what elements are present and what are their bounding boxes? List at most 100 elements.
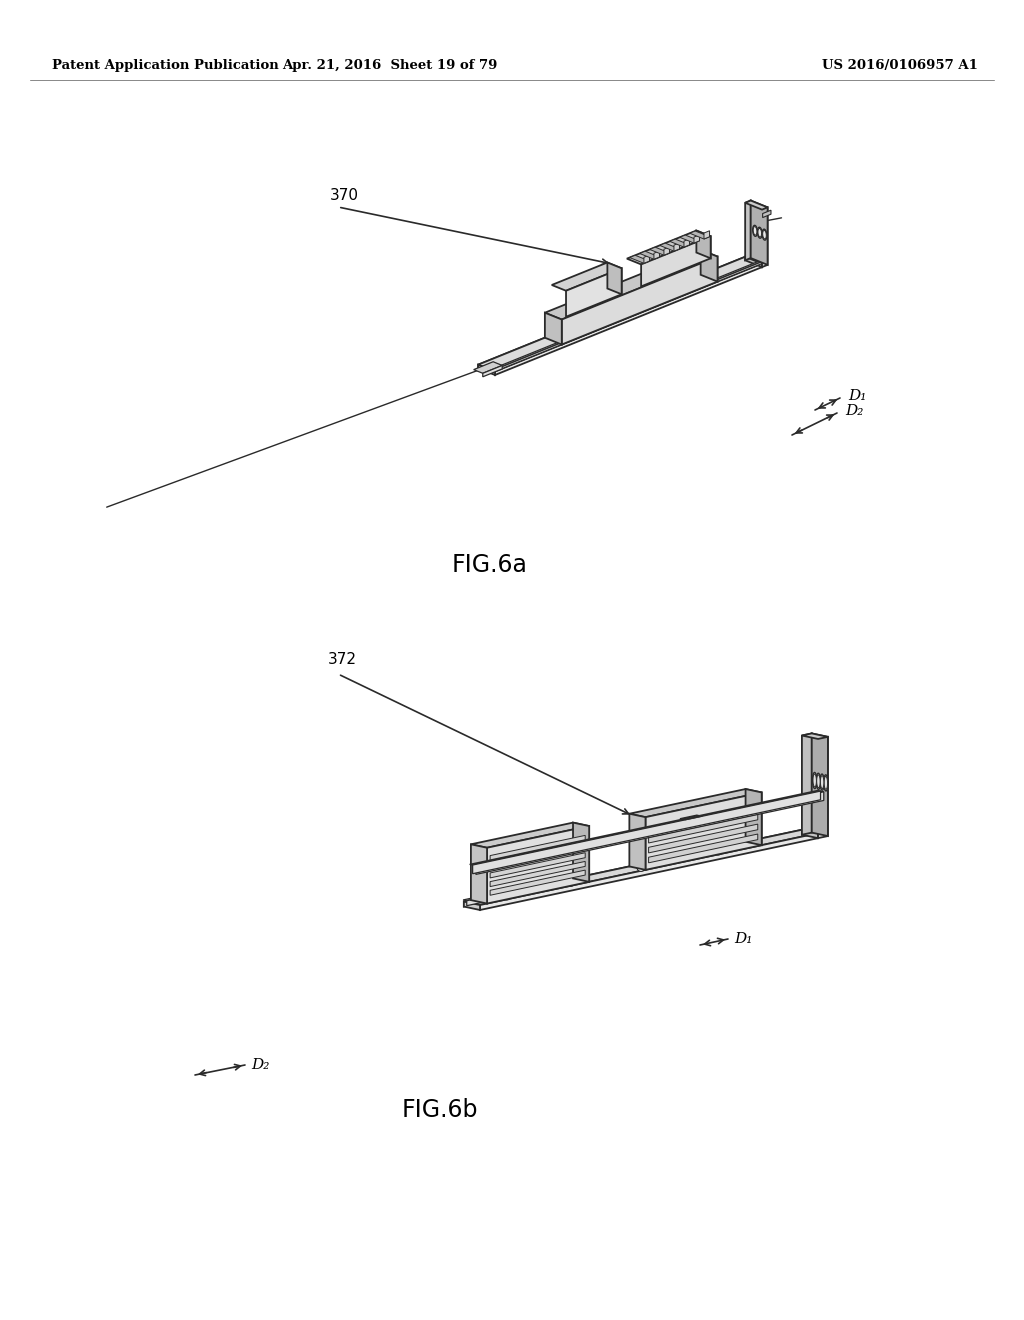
Polygon shape [812, 734, 828, 836]
Polygon shape [552, 263, 622, 290]
Polygon shape [816, 774, 820, 789]
Text: Patent Application Publication: Patent Application Publication [52, 58, 279, 71]
Polygon shape [495, 264, 762, 375]
Polygon shape [763, 231, 766, 239]
Polygon shape [490, 836, 585, 861]
Polygon shape [490, 853, 585, 878]
Polygon shape [649, 247, 670, 255]
Polygon shape [751, 201, 768, 265]
Polygon shape [813, 774, 816, 787]
Polygon shape [501, 260, 765, 370]
Polygon shape [762, 230, 767, 240]
Polygon shape [562, 256, 718, 345]
Polygon shape [490, 862, 585, 887]
Polygon shape [640, 251, 659, 259]
Polygon shape [802, 734, 812, 834]
Polygon shape [473, 791, 823, 866]
Polygon shape [648, 834, 758, 863]
Polygon shape [696, 231, 711, 259]
Polygon shape [478, 257, 762, 371]
Polygon shape [478, 886, 492, 899]
Polygon shape [630, 255, 649, 263]
Polygon shape [817, 775, 820, 788]
Polygon shape [694, 235, 699, 243]
Circle shape [503, 892, 511, 900]
Polygon shape [648, 814, 758, 843]
Polygon shape [490, 870, 585, 895]
Polygon shape [463, 876, 575, 900]
Polygon shape [690, 231, 710, 239]
Text: D₁: D₁ [734, 932, 753, 946]
Polygon shape [648, 804, 758, 833]
Polygon shape [664, 247, 670, 255]
Polygon shape [573, 822, 589, 882]
Polygon shape [700, 249, 718, 281]
Polygon shape [754, 227, 757, 235]
Polygon shape [480, 833, 818, 909]
Text: Apr. 21, 2016  Sheet 19 of 79: Apr. 21, 2016 Sheet 19 of 79 [283, 58, 498, 71]
Polygon shape [745, 201, 751, 260]
Polygon shape [674, 243, 680, 251]
Polygon shape [644, 255, 649, 263]
Polygon shape [478, 364, 495, 375]
Polygon shape [490, 843, 585, 870]
Polygon shape [763, 210, 771, 218]
Polygon shape [464, 830, 818, 906]
Polygon shape [476, 792, 823, 874]
Polygon shape [745, 789, 762, 845]
Polygon shape [627, 231, 711, 264]
Text: FIG.6b: FIG.6b [401, 1098, 478, 1122]
Polygon shape [824, 776, 827, 789]
Polygon shape [762, 207, 768, 267]
Polygon shape [630, 813, 645, 870]
Polygon shape [607, 263, 622, 294]
Circle shape [715, 847, 722, 855]
Polygon shape [566, 268, 622, 317]
Polygon shape [670, 239, 689, 247]
Circle shape [566, 878, 574, 886]
Polygon shape [545, 249, 718, 319]
Polygon shape [683, 816, 702, 820]
Polygon shape [823, 775, 828, 791]
Polygon shape [703, 231, 710, 239]
Polygon shape [471, 845, 487, 904]
Polygon shape [641, 236, 711, 286]
Polygon shape [648, 824, 758, 853]
Polygon shape [549, 871, 562, 883]
Polygon shape [487, 826, 589, 904]
Polygon shape [820, 776, 824, 788]
Polygon shape [758, 228, 762, 238]
Polygon shape [482, 366, 502, 376]
Polygon shape [758, 227, 762, 238]
Polygon shape [745, 201, 768, 210]
Text: D₂: D₂ [845, 404, 863, 418]
Polygon shape [473, 791, 820, 874]
Text: D₂: D₂ [251, 1059, 269, 1072]
Polygon shape [680, 814, 699, 820]
Polygon shape [820, 774, 824, 791]
Polygon shape [680, 235, 699, 243]
Polygon shape [753, 226, 758, 236]
Polygon shape [645, 792, 762, 870]
Polygon shape [745, 257, 762, 267]
Polygon shape [471, 822, 589, 847]
Polygon shape [818, 737, 828, 838]
Text: US 2016/0106957 A1: US 2016/0106957 A1 [822, 58, 978, 71]
Polygon shape [470, 791, 820, 865]
Polygon shape [467, 878, 575, 906]
Polygon shape [478, 257, 745, 368]
Polygon shape [464, 830, 802, 907]
Polygon shape [545, 313, 562, 345]
Polygon shape [802, 830, 818, 838]
Polygon shape [464, 902, 480, 909]
Polygon shape [499, 260, 765, 367]
Polygon shape [802, 734, 828, 739]
Text: FIG.6a: FIG.6a [452, 553, 528, 577]
Polygon shape [474, 362, 502, 374]
Circle shape [637, 863, 645, 871]
Text: 372: 372 [328, 652, 357, 668]
Polygon shape [813, 772, 817, 788]
Polygon shape [630, 789, 762, 817]
Polygon shape [659, 243, 680, 251]
Polygon shape [684, 239, 689, 247]
